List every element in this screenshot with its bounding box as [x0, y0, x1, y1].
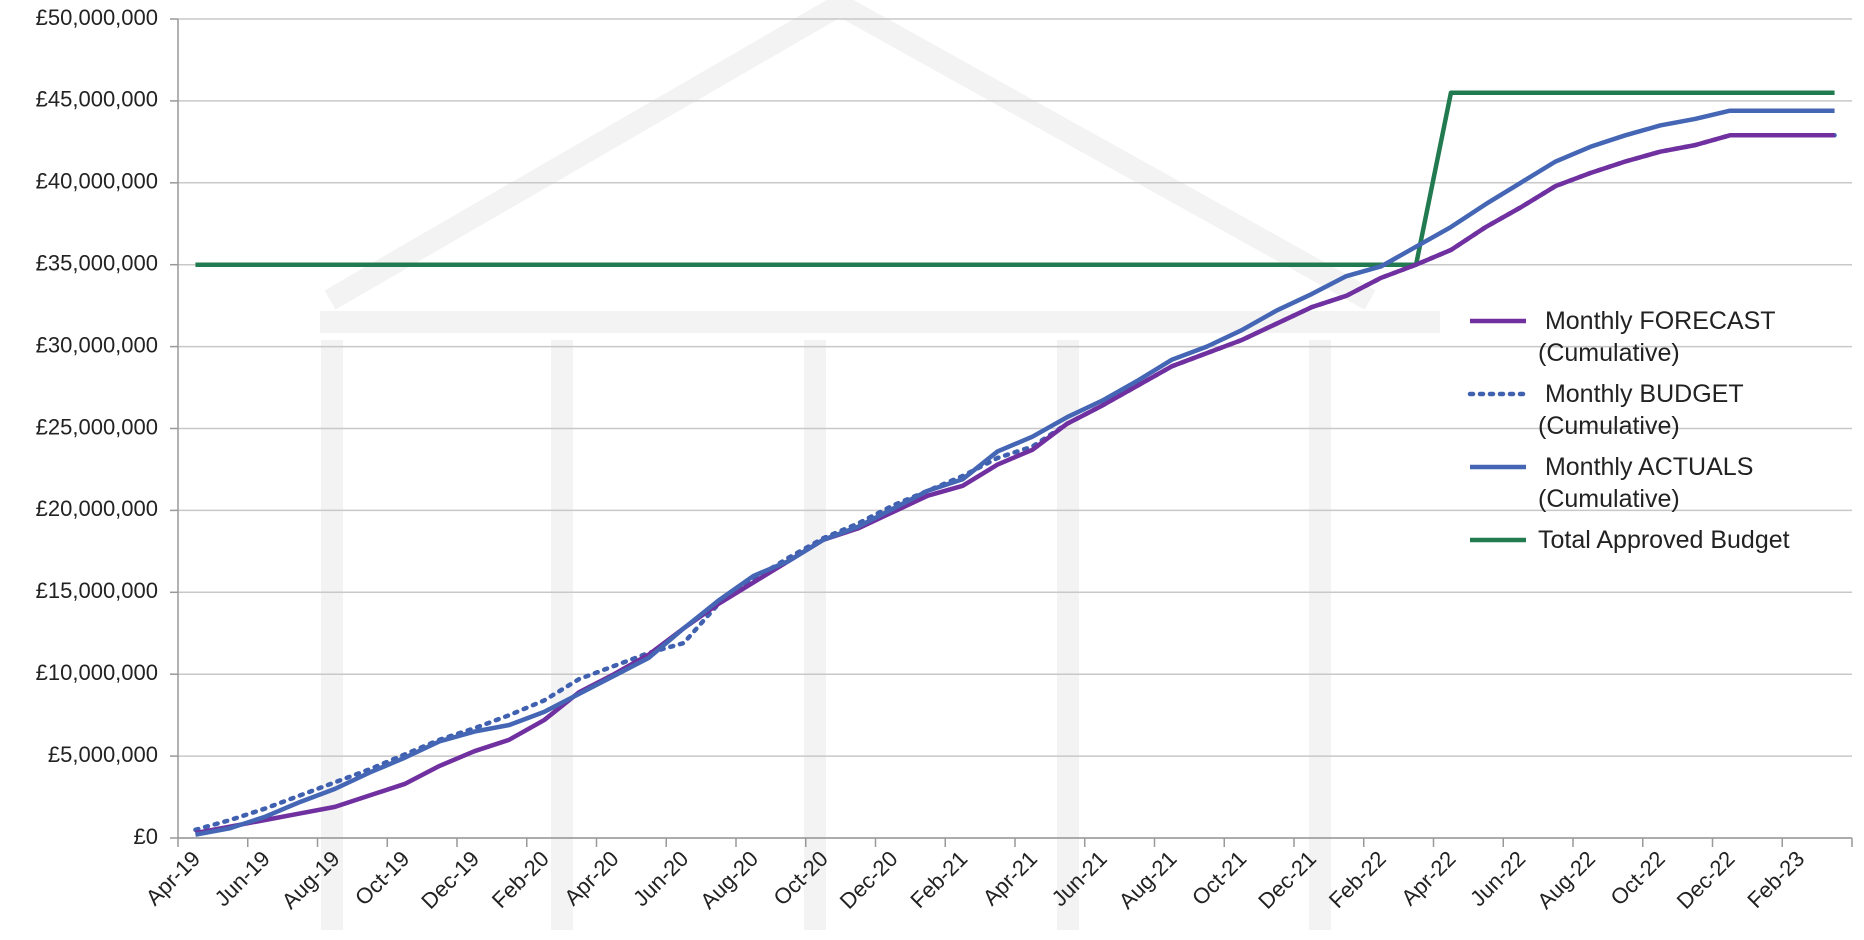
- x-tick-label: Oct-19: [350, 846, 414, 910]
- legend-item: Monthly FORECAST (Cumulative): [1466, 305, 1846, 369]
- x-tick-label: Jun-22: [1465, 846, 1530, 911]
- x-tick-label: Aug-20: [695, 846, 763, 914]
- x-tick-label: Apr-22: [1396, 846, 1460, 910]
- y-tick-label: £45,000,000: [36, 87, 158, 112]
- y-tick-label: £10,000,000: [36, 660, 158, 685]
- legend-swatch: [1466, 453, 1530, 481]
- y-tick-label: £30,000,000: [36, 332, 158, 357]
- y-tick-label: £20,000,000: [36, 496, 158, 521]
- y-tick-label: £25,000,000: [36, 414, 158, 439]
- x-tick-label: Feb-23: [1742, 846, 1809, 913]
- x-tick-label: Feb-22: [1324, 846, 1391, 913]
- x-tick-label: Jun-21: [1047, 846, 1112, 911]
- y-tick-label: £50,000,000: [36, 5, 158, 30]
- x-tick-label: Dec-20: [835, 846, 903, 914]
- x-tick-label: Jun-19: [210, 846, 275, 911]
- legend-item: Total Approved Budget: [1466, 524, 1846, 556]
- legend-item: Monthly BUDGET (Cumulative): [1466, 378, 1846, 442]
- watermark: [320, 5, 1440, 930]
- x-tick-label: Dec-22: [1672, 846, 1740, 914]
- x-tick-label: Aug-21: [1114, 846, 1182, 914]
- x-tick-label: Oct-21: [1187, 846, 1251, 910]
- x-tick-label: Feb-21: [905, 846, 972, 913]
- y-tick-label: £15,000,000: [36, 578, 158, 603]
- watermark-roof: [330, 5, 1370, 300]
- x-tick-label: Oct-22: [1605, 846, 1669, 910]
- legend: Monthly FORECAST (Cumulative) Monthly BU…: [1466, 305, 1846, 565]
- x-tick-label: Aug-22: [1532, 846, 1600, 914]
- x-tick-label: Apr-19: [141, 846, 205, 910]
- page: {"chart_data": {"type": "line", "categor…: [0, 0, 1864, 940]
- y-tick-label: £35,000,000: [36, 251, 158, 276]
- legend-label: Monthly FORECAST (Cumulative): [1538, 305, 1828, 369]
- legend-swatch: [1466, 526, 1530, 554]
- legend-swatch: [1466, 380, 1530, 408]
- x-tick-label: Feb-20: [487, 846, 554, 913]
- legend-swatch: [1466, 307, 1530, 335]
- legend-label: Monthly BUDGET (Cumulative): [1538, 378, 1828, 442]
- legend-label: Total Approved Budget: [1538, 524, 1828, 556]
- legend-label: Monthly ACTUALS (Cumulative): [1538, 451, 1828, 515]
- y-tick-label: £5,000,000: [48, 742, 158, 767]
- x-tick-label: Apr-21: [978, 846, 1042, 910]
- x-tick-label: Jun-20: [628, 846, 693, 911]
- x-tick-label: Dec-19: [416, 846, 484, 914]
- legend-item: Monthly ACTUALS (Cumulative): [1466, 451, 1846, 515]
- y-tick-label: £40,000,000: [36, 169, 158, 194]
- y-tick-label: £0: [134, 824, 158, 849]
